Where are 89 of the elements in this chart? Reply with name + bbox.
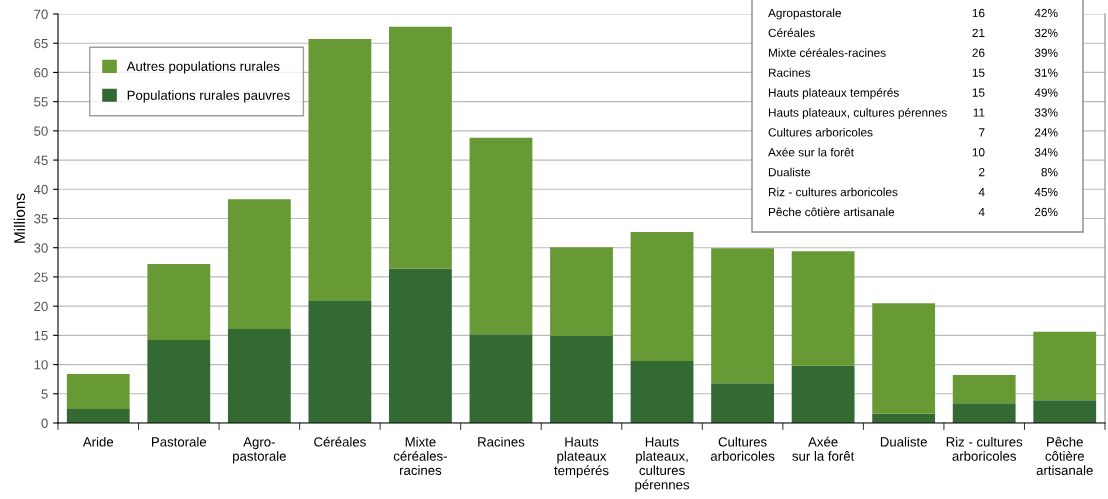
- annotation: Cultures arboricoles: [768, 127, 873, 137]
- x-tick-label: Hauts plateaux tempérés: [554, 437, 609, 478]
- bar: [1033, 400, 1097, 423]
- annotation: 24%: [1034, 128, 1058, 137]
- annotation: 21: [972, 28, 985, 37]
- annotation: Axée sur la forêt: [768, 147, 854, 157]
- annotation: Mixte céréales-racines: [768, 48, 886, 57]
- annotation: 15: [972, 88, 985, 97]
- x-tick-label: Dualiste: [880, 436, 927, 447]
- bar: [147, 264, 211, 341]
- annotation: 4: [978, 188, 985, 197]
- bar: [630, 231, 694, 362]
- bar: [711, 248, 774, 384]
- annotation: Hauts plateaux tempérés: [768, 88, 899, 100]
- annotation: Céréales: [768, 28, 815, 38]
- annotation: 31%: [1034, 68, 1058, 77]
- y-tick-label: 45: [33, 155, 48, 165]
- bar: [469, 334, 533, 423]
- annotation: 11: [973, 108, 985, 117]
- x-tick-label: Racines: [478, 436, 525, 447]
- y-tick-label: 15: [34, 331, 48, 341]
- bar: [872, 303, 936, 414]
- annotation: Agropastorale: [768, 8, 841, 20]
- annotation: 16: [972, 8, 985, 18]
- y-tick-label: 70: [34, 9, 48, 19]
- bar: [308, 300, 372, 423]
- x-tick-label: Aride: [82, 436, 114, 447]
- bar: [630, 361, 694, 423]
- annotation: 4: [978, 207, 985, 217]
- y-tick-label: 50: [34, 126, 48, 136]
- legend-label: Populations rurales pauvres: [127, 90, 290, 103]
- annotation: Racines: [768, 68, 811, 77]
- bar: [66, 373, 130, 409]
- bar: [227, 328, 291, 423]
- y-tick-label: 55: [34, 97, 48, 107]
- bar: [389, 26, 452, 269]
- annotation: 32%: [1034, 28, 1058, 38]
- y-tick-label: 65: [34, 38, 48, 49]
- annotation: 26%: [1034, 207, 1058, 217]
- x-tick-label: Agro- pastorale: [233, 437, 286, 464]
- annotation: Riz - cultures arboricoles: [768, 187, 898, 197]
- annotation: 34%: [1034, 148, 1058, 157]
- x-tick-label: Pastorale: [152, 436, 207, 447]
- bar: [550, 335, 613, 423]
- bar: [308, 39, 372, 301]
- bar: [147, 340, 211, 423]
- y-tick-label: 35: [34, 214, 48, 224]
- y-tick-label: 10: [34, 360, 48, 370]
- annotation: 45%: [1034, 187, 1058, 197]
- y-tick-label: 20: [34, 301, 48, 312]
- bar: [791, 251, 855, 366]
- x-tick-label: Riz - cultures arboricoles: [946, 436, 1023, 461]
- y-tick-label: 5: [41, 389, 48, 399]
- annotation: Hauts plateaux, cultures pérennes: [768, 107, 947, 120]
- y-tick-label: 40: [33, 184, 48, 195]
- bar: [469, 137, 533, 335]
- bar: [1033, 331, 1097, 401]
- legend-label: Autres populations rurales: [126, 61, 280, 74]
- bar: [66, 408, 130, 423]
- x-tick-label: Mixte céréales- racines: [393, 436, 447, 475]
- bar: [952, 403, 1016, 423]
- annotation: 10: [972, 148, 985, 157]
- x-tick-label: Hauts plateaux, cultures pérennes: [635, 437, 690, 493]
- x-tick-label: Cultures arboricoles: [710, 436, 775, 461]
- annotation: 33%: [1034, 108, 1058, 117]
- annotation: Dualiste: [768, 167, 811, 177]
- bar: [952, 375, 1016, 404]
- x-tick-label: Pêche côtière artisanale: [1036, 436, 1093, 475]
- x-tick-label: Céréales: [314, 436, 366, 447]
- bar: [711, 383, 774, 423]
- annotation: 26: [972, 48, 985, 57]
- annotation: 7: [979, 128, 985, 137]
- annotation: 42%: [1034, 8, 1058, 18]
- annotation: 2: [979, 168, 985, 177]
- bar: [389, 268, 452, 423]
- y-tick-label: 60: [34, 68, 48, 78]
- y-tick-label: 0: [41, 418, 48, 428]
- bar: [550, 247, 613, 336]
- y-axis-title: Millions: [13, 193, 26, 243]
- annotation: Pêche côtière artisanale: [768, 207, 895, 217]
- x-tick-label: Axée sur la forêt: [792, 436, 855, 461]
- annotation: 39%: [1034, 48, 1058, 57]
- bar: [791, 365, 855, 423]
- y-tick-label: 30: [34, 243, 48, 253]
- bar: [227, 199, 291, 329]
- y-tick-label: 25: [34, 272, 48, 282]
- annotation: 49%: [1034, 88, 1058, 97]
- annotation: 15: [972, 68, 985, 77]
- annotation: 8%: [1041, 168, 1058, 177]
